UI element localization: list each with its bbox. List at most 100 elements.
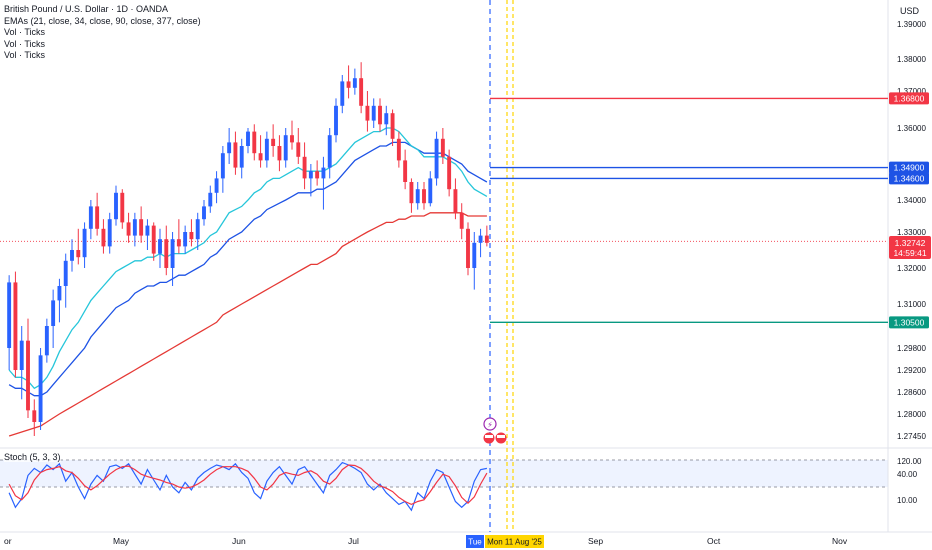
candle-up [321,167,326,179]
candle-down [26,340,30,411]
y-tick-label: 1.39000 [897,20,926,29]
candle-up [340,81,345,106]
y-tick-label: 1.36000 [897,124,926,133]
y-tick-label: 1.32000 [897,264,926,273]
y-tick-label: 1.37000 [897,87,926,96]
y-tick-label: 1.29800 [897,344,926,353]
lightning-glyph: ⚡ [487,421,493,430]
candle-up [428,178,433,204]
candle-down [252,131,257,154]
ema-34-line [8,141,488,397]
x-tick-label: May [113,536,130,546]
candle-down [95,206,100,229]
candle-up [88,206,93,229]
candle-down [453,189,458,213]
stoch-d-line [8,464,488,506]
candle-down [101,228,106,247]
candle-down [422,189,426,204]
ema-indicator-label[interactable]: EMAs (21, close, 34, close, 90, close, 3… [4,15,201,26]
candle-up [478,235,483,243]
candle-up [472,242,477,268]
candle-down [409,182,414,204]
candle-up [82,228,87,258]
candle-down [396,138,401,161]
y-tick-label: 1.27450 [897,432,926,441]
ema-377-line [8,212,487,437]
volume-indicator-label[interactable]: Vol · Ticks [4,50,46,60]
level-label-box [889,172,929,185]
candle-down [440,138,445,157]
candle-up [145,225,150,236]
symbol-title[interactable]: British Pound / U.S. Dollar · 1D · OANDA [4,4,169,14]
candle-down [447,156,452,190]
y-tick-label: 1.34000 [897,196,926,205]
volume-indicator-label[interactable]: Vol · Ticks [4,27,46,37]
candle-down [258,153,263,161]
candle-down [390,113,395,139]
level-label-value: 1.34600 [894,173,925,183]
candle-down [346,81,351,88]
x-tick-label: Sep [588,536,603,546]
candle-down [378,105,382,125]
candle-up [283,135,288,161]
date-marker-box [485,535,544,548]
candle-up [107,219,112,247]
event-lightning-icon[interactable] [483,417,497,431]
stoch-indicator-label[interactable]: Stoch (5, 3, 3) [4,452,61,462]
candle-up [63,260,68,286]
y-tick-label: 1.38000 [897,55,926,64]
candle-down [76,250,81,258]
candle-up [202,206,206,220]
candle-up [239,146,244,168]
candle-down [466,228,470,268]
y-tick-label: 1.28000 [897,410,926,419]
stoch-tick-label: 120.00 [897,457,922,466]
candle-down [271,138,276,146]
candle-up [334,105,338,136]
x-tick-label-marker: Mon 11 Aug '25 [487,538,542,547]
candle-up [415,189,420,204]
candle-up [70,250,74,261]
volume-indicator-label[interactable]: Vol · Ticks [4,38,46,49]
candle-up [114,192,118,220]
candle-up [132,219,137,236]
candle-up [7,282,12,348]
candle-up [44,326,49,356]
candle-up [352,78,357,88]
level-label-value: 1.30500 [894,317,925,327]
level-label-box [889,316,929,329]
stoch-band [0,460,888,487]
candle-down [403,160,408,182]
x-tick-label: Jul [348,536,359,546]
candle-up [227,142,232,154]
candle-up [214,178,219,193]
candle-up [19,340,24,370]
x-tick-label-cursor: Tue [468,538,482,547]
level-label-value: 1.34900 [894,163,925,173]
candle-down [176,239,181,247]
x-tick-label: Jun [232,536,246,546]
candle-down [290,135,294,143]
countdown-value: 14:59:41 [893,248,926,258]
candle-up [308,171,313,179]
candle-up [38,355,43,422]
x-tick-label: Oct [707,536,721,546]
candle-down [315,171,320,179]
candle-up [158,239,162,254]
candle-down [32,410,37,422]
flag-stripe [497,435,505,438]
candle-down [459,212,464,229]
candle-down [302,156,307,179]
y-tick-label: 1.28600 [897,388,926,397]
candle-up [371,105,376,121]
candle-down [277,146,282,161]
stoch-tick-label: 10.00 [897,496,918,505]
chart-legend: British Pound / U.S. Dollar · 1D · OANDA… [4,4,201,62]
stoch-tick-label: 40.00 [897,470,918,479]
candle-down [233,142,238,168]
candle-down [484,235,489,243]
candle-down [189,232,194,240]
candle-down [164,239,169,268]
